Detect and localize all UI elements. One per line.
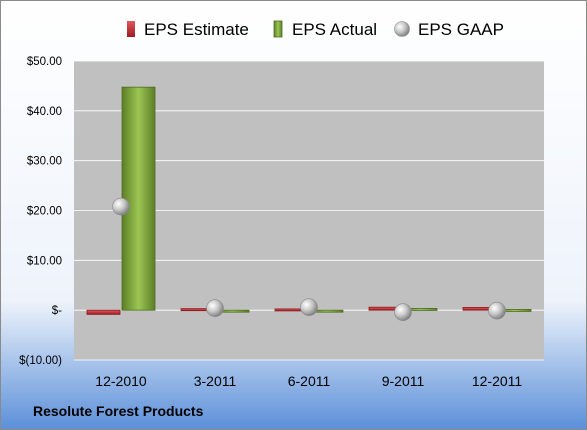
legend-swatch-estimate [127,21,135,37]
x-axis-labels: 12-2010 3-2011 6-2011 9-2011 12-2011 [95,373,522,389]
y-axis-ticks: $(10.00) $- $10.00 $20.00 $30.00 $40.00 $50.00 [19,56,62,367]
gaap-marker [488,301,506,320]
y-tick-label: $30.00 [27,156,62,168]
y-tick-label: $40.00 [27,106,62,118]
legend-item-actual: EPS Actual [273,20,377,39]
x-category-label: 3-2011 [194,373,237,389]
company-name: Resolute Forest Products [33,403,204,419]
legend-item-estimate: EPS Estimate [127,20,249,39]
y-tick-label: $- [52,305,62,317]
actual-bar [121,86,156,311]
estimate-bar [86,309,121,315]
x-category-label: 12-2011 [472,373,523,389]
legend-label-actual: EPS Actual [292,20,377,39]
legend-swatch-actual [273,20,283,38]
gaap-marker [300,298,318,316]
y-tick-label: $50.00 [27,56,62,68]
y-tick-label: $10.00 [27,255,62,267]
legend-label-gaap: EPS GAAP [418,20,504,39]
legend-item-gaap: EPS GAAP [394,20,504,39]
x-category-label: 9-2011 [382,373,425,389]
legend: EPS Estimate EPS Actual EPS GAAP [127,20,504,39]
y-tick-label: $20.00 [27,206,62,218]
gaap-marker [112,197,130,216]
x-category-label: 12-2010 [95,373,147,389]
gaap-markers [112,197,506,321]
gaap-marker [394,303,412,321]
y-tick-label: $(10.00) [19,355,62,367]
bars [86,86,532,315]
gaap-marker [206,299,224,317]
legend-swatch-gaap [394,21,410,37]
legend-label-estimate: EPS Estimate [144,20,249,39]
x-category-label: 6-2011 [288,373,331,389]
